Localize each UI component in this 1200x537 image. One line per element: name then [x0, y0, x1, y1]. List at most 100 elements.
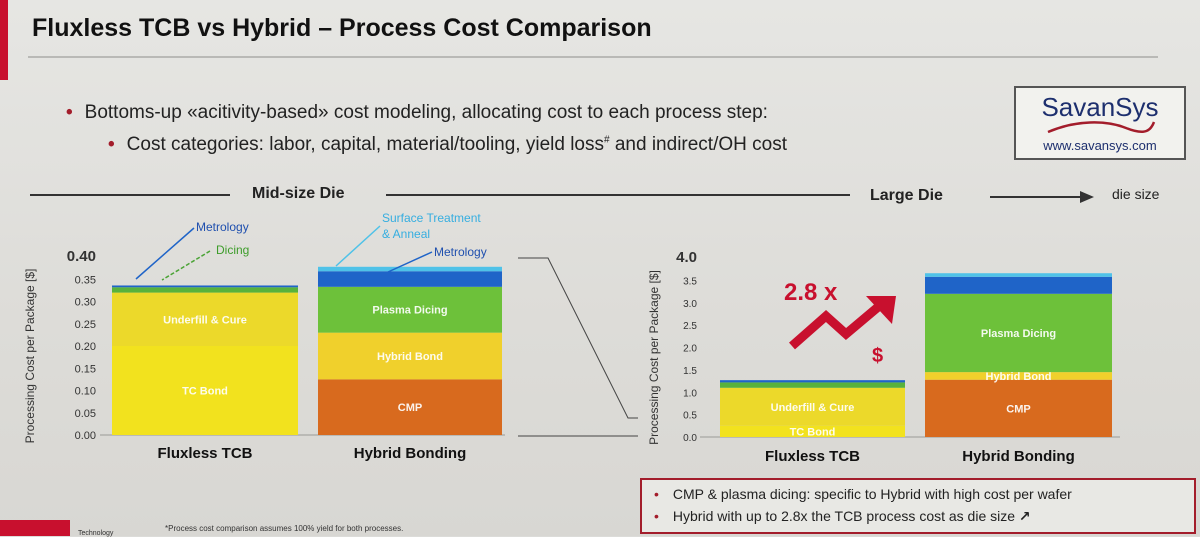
- note-2: • Hybrid with up to 2.8x the TCB process …: [654, 508, 1031, 525]
- bullet-dot-icon: •: [66, 102, 73, 123]
- note-bullet-icon: •: [654, 508, 659, 524]
- bullet-sub-footmark: #: [604, 134, 610, 146]
- chart-0-bar-segment-tc-bond: [112, 346, 298, 435]
- arrow-right-icon: [1080, 191, 1094, 203]
- chart-1-ytick: 1.0: [683, 388, 697, 399]
- chart-0-ytick: 0.25: [75, 319, 96, 331]
- company-logo: [0, 520, 70, 536]
- chart-0-segment-label: Underfill & Cure: [163, 314, 247, 326]
- chart-1-bar-segment-underfill-cure: [720, 387, 905, 426]
- chart-0-bar-segment-metrology: [112, 285, 298, 288]
- chart-0-bar-segment-dicing: [112, 287, 298, 293]
- chart-0-ytick: 0.15: [75, 363, 96, 375]
- chart-0-bar-segment-cmp: [318, 379, 502, 435]
- chart-1-segment-label: Hybrid Bond: [986, 371, 1052, 383]
- chart-0-segment-label: TC Bond: [182, 386, 228, 398]
- chart-0-ytick: 0.35: [75, 274, 96, 286]
- chart-1-segment-label: Underfill & Cure: [771, 402, 855, 414]
- chart-0-segment-label: CMP: [398, 402, 422, 414]
- savansys-logo: SavanSys www.savansys.com: [1014, 86, 1186, 160]
- callout-metrology-hybrid: Metrology: [434, 245, 487, 259]
- logo-name: SavanSys: [1041, 92, 1159, 122]
- callout-metrology-tcb: Metrology: [196, 220, 249, 234]
- chart-1-bar-segment-hybrid-bond: [925, 372, 1112, 380]
- notes-box: • CMP & plasma dicing: specific to Hybrid…: [640, 478, 1196, 534]
- trend-arrow-icon: [789, 298, 887, 350]
- chart-1-segment-label: Plasma Dicing: [981, 328, 1056, 340]
- chart-1-bar-segment-cmp: [925, 379, 1112, 437]
- note-bullet-icon: •: [654, 486, 659, 502]
- bullet-sub-text: Cost categories: labor, capital, materia…: [126, 134, 605, 155]
- chart-0-bar-segment-underfill-cure: [112, 292, 298, 346]
- chart-0-ytick: 0.00: [75, 430, 96, 442]
- chart-1-bar-segment-dicing: [720, 382, 905, 388]
- chart-1-ytick: 3.0: [683, 299, 697, 310]
- chart-0-ytick: 0.05: [75, 408, 96, 420]
- bullet-dot-icon: •: [108, 134, 115, 155]
- chart-1-bar-segment-surface-treatment-anneal: [925, 273, 1112, 277]
- chart-1-category-label: Fluxless TCB: [765, 448, 860, 465]
- trend-arrowhead-icon: [866, 296, 896, 324]
- chart-0-ytick: 0.10: [75, 386, 96, 398]
- callout-surface-treatment-leader: [335, 225, 381, 267]
- chart-1-ytick: 3.5: [683, 276, 697, 287]
- chart-0-category-label: Hybrid Bonding: [354, 445, 467, 462]
- callout-surface-treatment-1: Surface Treatment: [382, 211, 481, 225]
- logo-url: www.savansys.com: [1043, 138, 1157, 153]
- chart-0-bar-segment-plasma-dicing: [318, 286, 502, 333]
- note-1: • CMP & plasma dicing: specific to Hybrid…: [654, 486, 1072, 502]
- chart-1-ytick: 2.0: [683, 344, 697, 355]
- dollar-icon: $: [872, 345, 883, 367]
- chart-0-ytick: 0.40: [67, 248, 96, 265]
- chart-1-bar-segment-metrology: [720, 380, 905, 383]
- slide-title: Fluxless TCB vs Hybrid – Process Cost Co…: [32, 14, 652, 42]
- logo-swoosh-icon: [1047, 121, 1156, 134]
- large-die-label: Large Die: [870, 187, 943, 204]
- zoom-connector-top: [518, 257, 638, 419]
- callout-surface-treatment-2: & Anneal: [382, 227, 430, 241]
- bullet-main-text: Bottoms-up «acitivity-based» cost modeli…: [84, 102, 768, 123]
- callout-dicing: Dicing: [216, 243, 249, 257]
- chart-1-bar-segment-plasma-dicing: [925, 293, 1112, 373]
- chart-0-ytick: 0.20: [75, 341, 96, 353]
- callout-dicing-leader: [161, 250, 211, 281]
- accent-bar: [0, 0, 8, 80]
- large-axis-line: [990, 196, 1080, 198]
- bullet-main: • Bottoms-up «acitivity-based» cost model…: [66, 102, 768, 124]
- note-2-text: Hybrid with up to 2.8x the TCB process c…: [672, 508, 1016, 524]
- chart-1-bar-segment-tc-bond: [720, 425, 905, 437]
- footnote: *Process cost comparison assumes 100% yi…: [165, 524, 404, 533]
- chart-1-segment-label: CMP: [1006, 403, 1030, 415]
- mid-size-die-label: Mid-size Die: [252, 185, 345, 202]
- chart-0-segment-label: Hybrid Bond: [377, 351, 443, 363]
- chart-0-ytick: 0.30: [75, 297, 96, 309]
- die-size-label: die size: [1112, 186, 1160, 202]
- chart-1-ytick: 2.5: [683, 321, 697, 332]
- mid-axis-line-right: [386, 194, 850, 196]
- callout-metrology-hybrid-leader: [387, 251, 433, 273]
- chart-1-ytick: 1.5: [683, 366, 697, 377]
- callout-metrology-tcb-leader: [135, 227, 195, 280]
- chart-0-segment-label: Plasma Dicing: [372, 305, 447, 317]
- mid-axis-line-left: [30, 194, 230, 196]
- title-divider: [28, 56, 1158, 58]
- chart-1-ylabel: Processing Cost per Package [$]: [647, 270, 661, 445]
- chart-1-ytick: 0.0: [683, 433, 697, 444]
- arrow-up-right-icon: ↗: [1018, 508, 1031, 524]
- chart-0-ylabel: Processing Cost per Package [$]: [23, 269, 37, 444]
- note-1-text: CMP & plasma dicing: specific to Hybrid …: [672, 486, 1072, 502]
- chart-1-segment-label: TC Bond: [790, 426, 836, 438]
- chart-1-category-label: Hybrid Bonding: [962, 448, 1075, 465]
- chart-0-bar-segment-metrology: [318, 271, 502, 287]
- chart-0-category-label: Fluxless TCB: [157, 445, 252, 462]
- bullet-sub: • Cost categories: labor, capital, materi…: [108, 134, 787, 156]
- ratio-annotation: 2.8 x: [784, 279, 838, 306]
- chart-1-ytick: 4.0: [676, 249, 697, 266]
- chart-1-ytick: 0.5: [683, 411, 697, 422]
- chart-0-bar-segment-hybrid-bond: [318, 332, 502, 380]
- chart-1-bar-segment-metrology: [925, 276, 1112, 294]
- chart-0-bar-segment-surface-treatment-anneal: [318, 266, 502, 272]
- footer-tech: Technology: [78, 530, 114, 537]
